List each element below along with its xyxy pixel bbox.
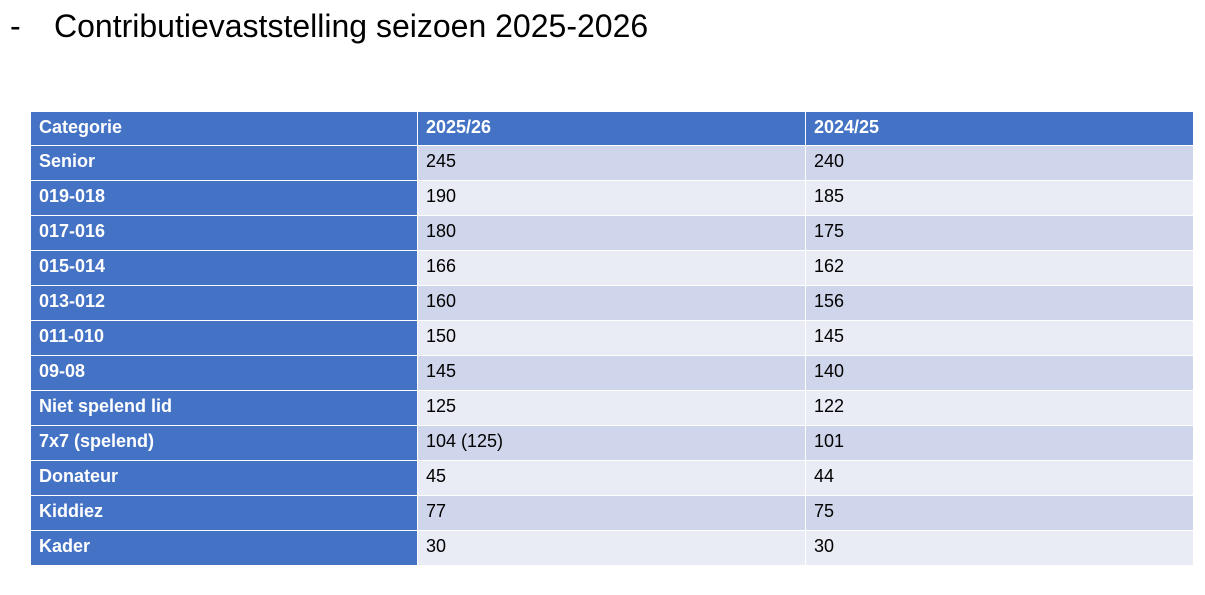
table-row: 019-018 190 185	[30, 180, 1194, 216]
cell-2025-26: 190	[417, 180, 806, 216]
cell-categorie: Kader	[30, 530, 418, 566]
cell-categorie: 011-010	[30, 320, 418, 356]
table-row: 09-08 145 140	[30, 355, 1194, 391]
contribution-table: Categorie 2025/26 2024/25 Senior 245 240…	[30, 111, 1194, 566]
cell-2025-26: 104 (125)	[417, 425, 806, 461]
cell-2025-26: 77	[417, 495, 806, 531]
table-body: Senior 245 240 019-018 190 185 017-016 1…	[30, 145, 1194, 566]
cell-2025-26: 166	[417, 250, 806, 286]
cell-2025-26: 145	[417, 355, 806, 391]
cell-categorie: Niet spelend lid	[30, 390, 418, 426]
cell-2024-25: 75	[805, 495, 1194, 531]
cell-categorie: 017-016	[30, 215, 418, 251]
table-header-row: Categorie 2025/26 2024/25	[30, 111, 1194, 146]
cell-2025-26: 45	[417, 460, 806, 496]
cell-categorie: 7x7 (spelend)	[30, 425, 418, 461]
cell-categorie: Senior	[30, 145, 418, 181]
cell-2024-25: 30	[805, 530, 1194, 566]
cell-categorie: 09-08	[30, 355, 418, 391]
table-row: Kiddiez 77 75	[30, 495, 1194, 531]
table-row: Niet spelend lid 125 122	[30, 390, 1194, 426]
cell-2024-25: 101	[805, 425, 1194, 461]
cell-categorie: 019-018	[30, 180, 418, 216]
cell-2024-25: 122	[805, 390, 1194, 426]
cell-2025-26: 160	[417, 285, 806, 321]
cell-2024-25: 185	[805, 180, 1194, 216]
cell-categorie: 013-012	[30, 285, 418, 321]
cell-2024-25: 156	[805, 285, 1194, 321]
cell-2024-25: 140	[805, 355, 1194, 391]
table-header: Categorie 2025/26 2024/25	[30, 111, 1194, 146]
title-bullet: -	[10, 7, 21, 44]
table-row: 013-012 160 156	[30, 285, 1194, 321]
cell-categorie: Donateur	[30, 460, 418, 496]
cell-2024-25: 175	[805, 215, 1194, 251]
header-categorie: Categorie	[30, 111, 418, 146]
cell-2024-25: 145	[805, 320, 1194, 356]
cell-2025-26: 180	[417, 215, 806, 251]
table-row: Donateur 45 44	[30, 460, 1194, 496]
table-row: 011-010 150 145	[30, 320, 1194, 356]
table-row: 017-016 180 175	[30, 215, 1194, 251]
slide-title: - Contributievaststelling seizoen 2025-2…	[10, 4, 648, 48]
cell-2024-25: 44	[805, 460, 1194, 496]
cell-2025-26: 245	[417, 145, 806, 181]
cell-2025-26: 150	[417, 320, 806, 356]
header-2024-25: 2024/25	[805, 111, 1194, 146]
cell-2025-26: 30	[417, 530, 806, 566]
table-row: Senior 245 240	[30, 145, 1194, 181]
cell-2025-26: 125	[417, 390, 806, 426]
cell-2024-25: 240	[805, 145, 1194, 181]
table-row: Kader 30 30	[30, 530, 1194, 566]
cell-categorie: Kiddiez	[30, 495, 418, 531]
header-2025-26: 2025/26	[417, 111, 806, 146]
cell-categorie: 015-014	[30, 250, 418, 286]
table-row: 7x7 (spelend) 104 (125) 101	[30, 425, 1194, 461]
cell-2024-25: 162	[805, 250, 1194, 286]
table-row: 015-014 166 162	[30, 250, 1194, 286]
title-text: Contributievaststelling seizoen 2025-202…	[54, 7, 649, 44]
